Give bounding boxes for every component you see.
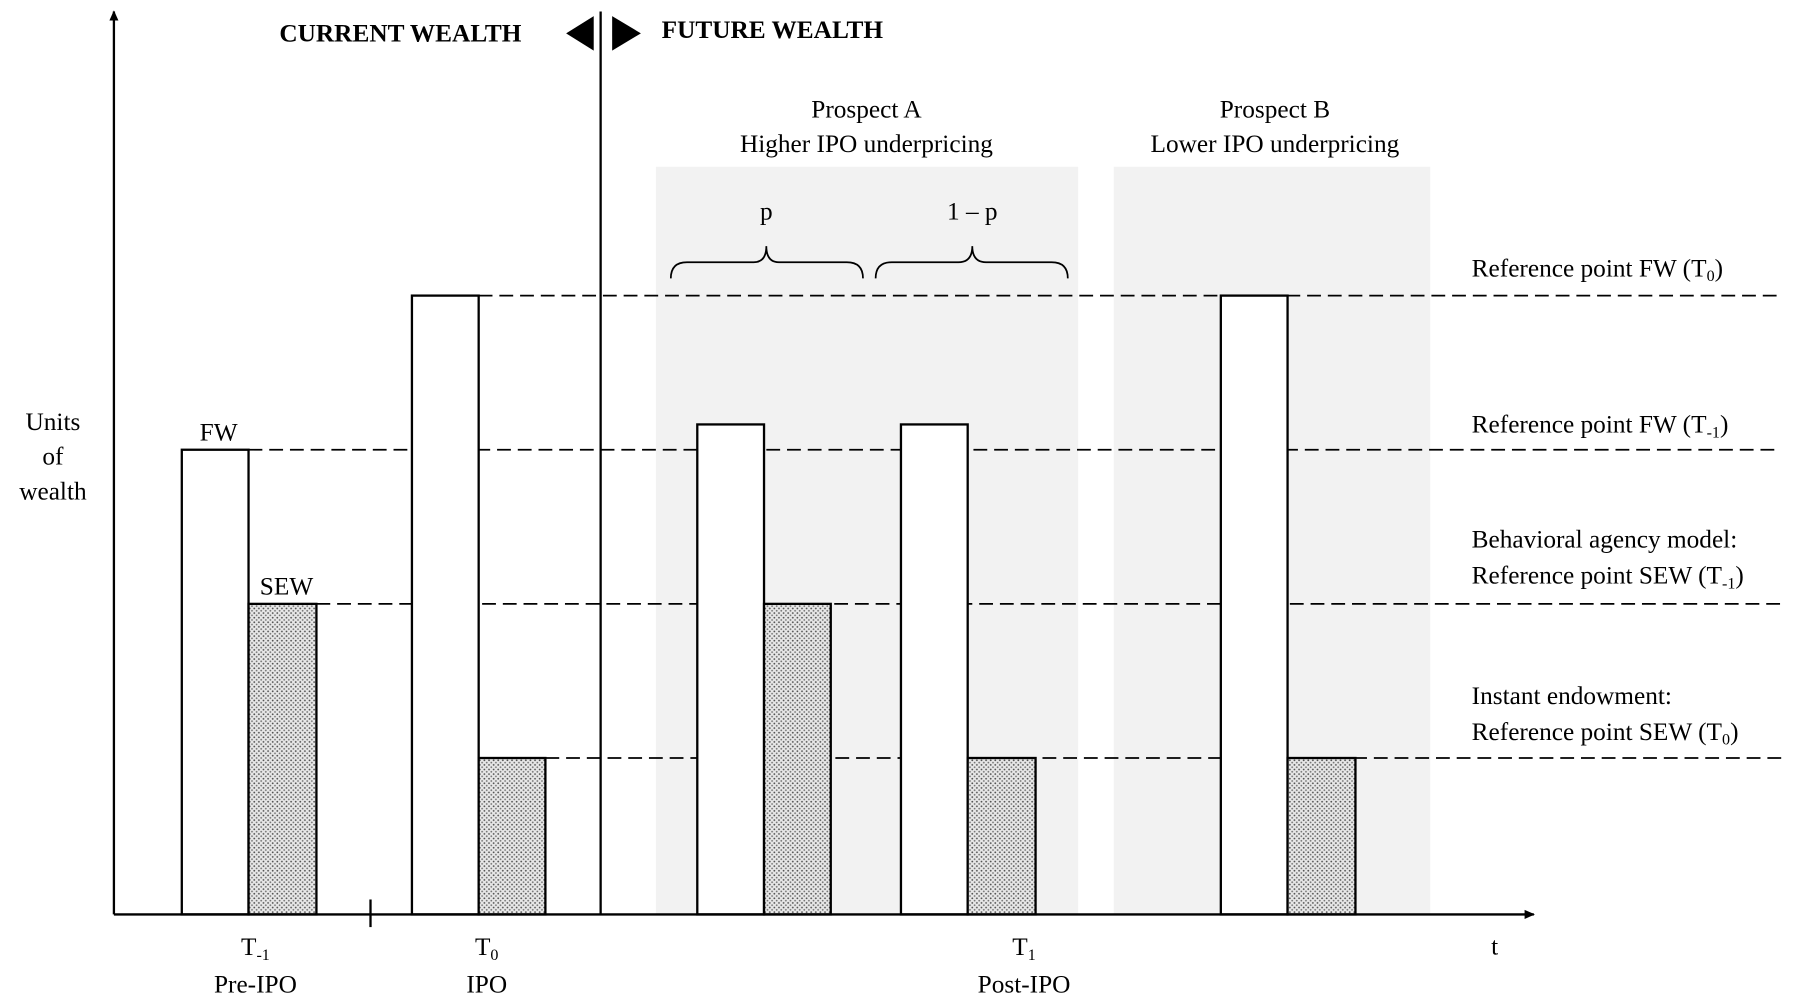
branch-label: 1 – p bbox=[947, 198, 998, 226]
period-symbol: T0 bbox=[475, 933, 499, 964]
prospect-name: Prospect A bbox=[811, 95, 922, 123]
period-label: Pre-IPO bbox=[214, 971, 297, 999]
period-label: Post-IPO bbox=[978, 971, 1071, 999]
reference-heading: Behavioral agency model: bbox=[1472, 526, 1738, 554]
branch-label: p bbox=[760, 198, 773, 226]
reference-label: Reference point FW (T0) bbox=[1472, 254, 1723, 285]
prospect-description: Higher IPO underpricing bbox=[740, 130, 993, 158]
period-symbol: T-1 bbox=[241, 933, 270, 964]
period-sub: -1 bbox=[256, 947, 269, 964]
reference-text: Reference point SEW (T bbox=[1472, 718, 1723, 746]
period-t: T bbox=[475, 933, 491, 961]
current-wealth: CURRENT WEALTH bbox=[279, 19, 521, 47]
y-axis-label: wealth bbox=[19, 477, 87, 505]
reference-label: Reference point SEW (T0) bbox=[1472, 718, 1739, 749]
reference-sub: -1 bbox=[1707, 424, 1720, 441]
reference-text: Reference point FW (T bbox=[1472, 254, 1707, 282]
period-symbol: T1 bbox=[1012, 933, 1036, 964]
y-axis-label: of bbox=[42, 443, 64, 471]
reference-end: ) bbox=[1720, 411, 1728, 439]
future-wealth: FUTURE WEALTH bbox=[662, 16, 884, 44]
reference-text: Reference point SEW (T bbox=[1472, 561, 1723, 589]
left-triangle bbox=[566, 16, 594, 51]
reference-label: Reference point FW (T-1) bbox=[1472, 411, 1729, 442]
reference-heading: Instant endowment: bbox=[1472, 682, 1672, 710]
period-t: T bbox=[1012, 933, 1028, 961]
prospect-description: Lower IPO underpricing bbox=[1151, 130, 1400, 158]
braces bbox=[669, 246, 1069, 279]
reference-sub: 0 bbox=[1707, 268, 1715, 285]
y-axis-label: Units bbox=[26, 408, 81, 436]
x-axis-label: t bbox=[1491, 933, 1498, 961]
reference-label: Reference point SEW (T-1) bbox=[1472, 561, 1744, 592]
axes bbox=[109, 10, 1535, 928]
reference-lines bbox=[248, 294, 1784, 759]
bar-label: FW bbox=[200, 419, 238, 447]
period-t: T bbox=[241, 933, 257, 961]
reference-sub: 0 bbox=[1722, 731, 1730, 748]
right-triangle bbox=[612, 16, 641, 51]
reference-text: Reference point FW (T bbox=[1472, 411, 1707, 439]
period-label: IPO bbox=[466, 971, 507, 999]
reference-sub: -1 bbox=[1722, 575, 1735, 592]
period-sub: 1 bbox=[1028, 947, 1036, 964]
period-sub: 0 bbox=[490, 947, 498, 964]
prospect-name: Prospect B bbox=[1220, 95, 1330, 123]
reference-end: ) bbox=[1735, 561, 1743, 589]
reference-end: ) bbox=[1715, 254, 1723, 282]
bar-label: SEW bbox=[260, 573, 314, 601]
reference-end: ) bbox=[1730, 718, 1738, 746]
